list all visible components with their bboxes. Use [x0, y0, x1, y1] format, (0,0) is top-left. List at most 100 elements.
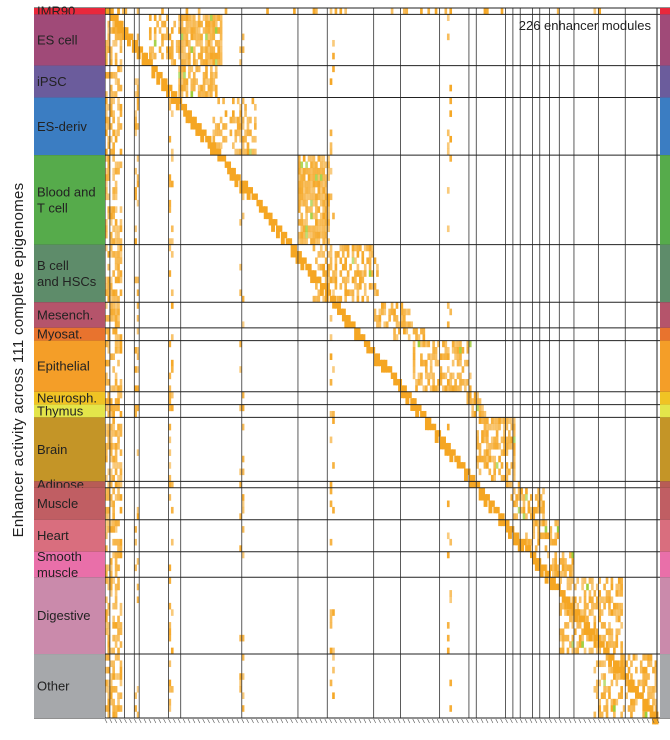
heatmap-cell	[412, 353, 416, 361]
group-color-cell	[34, 340, 105, 392]
heatmap-cell	[322, 251, 326, 258]
heatmap-cell	[522, 494, 526, 501]
heatmap-cell	[559, 647, 562, 655]
group-color-cell	[34, 8, 105, 15]
chart-title: 226 enhancer modules	[519, 18, 652, 33]
heatmap-cell	[610, 666, 614, 674]
module-tick	[212, 718, 215, 724]
diagonal-cell	[371, 347, 376, 354]
heatmap-cell	[564, 558, 567, 565]
heatmap-cell	[549, 532, 553, 540]
heatmap-cell	[136, 686, 140, 693]
heatmap-cell	[500, 8, 504, 15]
heatmap-cell	[105, 46, 108, 53]
heatmap-cell	[239, 148, 242, 156]
heatmap-cell	[241, 455, 245, 463]
module-tick	[138, 718, 142, 724]
heatmap-cell	[119, 244, 123, 252]
heatmap-cell	[166, 27, 169, 34]
heatmap-cell	[319, 225, 323, 233]
heatmap-cell	[117, 359, 120, 367]
heatmap-cell	[652, 692, 655, 700]
heatmap-cell	[114, 372, 118, 380]
heatmap-cell	[525, 494, 528, 501]
heatmap-cell	[105, 513, 108, 520]
heatmap-cell	[302, 231, 306, 239]
diagonal-cell	[117, 20, 122, 34]
diagonal-cell	[239, 180, 244, 194]
heatmap-cell	[241, 148, 245, 156]
heatmap-cell	[608, 641, 611, 648]
heatmap-cell	[451, 372, 455, 380]
heatmap-cell	[180, 65, 184, 73]
heatmap-cell	[136, 353, 140, 361]
heatmap-cell	[183, 14, 186, 21]
heatmap-cell	[114, 225, 118, 233]
heatmap-cell	[117, 65, 120, 73]
heatmap-cell	[136, 558, 140, 565]
heatmap-cell	[327, 276, 330, 284]
heatmap-cell	[117, 583, 120, 591]
heatmap-cell	[346, 251, 350, 258]
heatmap-cell	[476, 436, 479, 444]
heatmap-cell	[112, 519, 115, 527]
heatmap-cell	[422, 340, 426, 348]
heatmap-cell	[544, 526, 548, 533]
heatmap-cell	[608, 666, 611, 674]
module-tick	[226, 718, 230, 724]
heatmap-cell	[297, 206, 301, 213]
heatmap-cell	[239, 135, 242, 143]
heatmap-cell	[210, 65, 213, 73]
heatmap-cell	[312, 167, 316, 175]
heatmap-cell	[136, 513, 140, 520]
heatmap-cell	[383, 321, 387, 329]
heatmap-cell	[437, 378, 440, 386]
heatmap-cell	[327, 263, 330, 271]
heatmap-cell	[107, 692, 111, 700]
heatmap-cell	[114, 180, 118, 188]
diagonal-cell	[246, 187, 251, 200]
heatmap-cell	[324, 174, 328, 181]
heatmap-cell	[327, 174, 330, 181]
module-tick	[119, 718, 122, 724]
heatmap-cell	[112, 129, 115, 137]
heatmap-cell	[432, 340, 435, 348]
diagonal-cell	[647, 705, 652, 712]
heatmap-cell	[168, 698, 172, 706]
diagonal-cell	[415, 404, 420, 418]
heatmap-cell	[195, 20, 199, 28]
heatmap-cell	[512, 513, 516, 520]
heatmap-cell	[200, 59, 203, 66]
heatmap-cell	[324, 219, 328, 226]
heatmap-cell	[205, 59, 208, 66]
heatmap-cell	[310, 155, 313, 162]
module-tick	[495, 718, 499, 724]
heatmap-cell	[630, 705, 633, 712]
heatmap-cell	[119, 238, 123, 245]
heatmap-cell	[158, 14, 162, 21]
heatmap-cell	[490, 455, 494, 463]
heatmap-cell	[551, 558, 555, 565]
heatmap-cell	[559, 628, 562, 636]
heatmap-cell	[322, 212, 326, 220]
heatmap-cell	[495, 417, 499, 424]
heatmap-cell	[192, 20, 196, 28]
diagonal-cell	[166, 84, 170, 98]
heatmap-cell	[114, 602, 118, 610]
heatmap-cell	[654, 679, 658, 687]
heatmap-cell	[461, 378, 465, 386]
heatmap-cell	[324, 180, 328, 188]
diagonal-cell	[351, 321, 356, 328]
heatmap-cell	[315, 231, 318, 239]
diagonal-cell	[456, 455, 461, 469]
heatmap-cell	[214, 65, 218, 73]
heatmap-cell	[512, 430, 516, 437]
module-tick	[588, 718, 591, 724]
heatmap-cell	[371, 244, 374, 252]
heatmap-cell	[569, 577, 572, 584]
heatmap-cell	[241, 506, 245, 514]
heatmap-cell	[200, 33, 203, 41]
heatmap-cell	[532, 519, 536, 527]
heatmap-cell	[622, 660, 626, 668]
diagonal-cell	[168, 84, 173, 92]
